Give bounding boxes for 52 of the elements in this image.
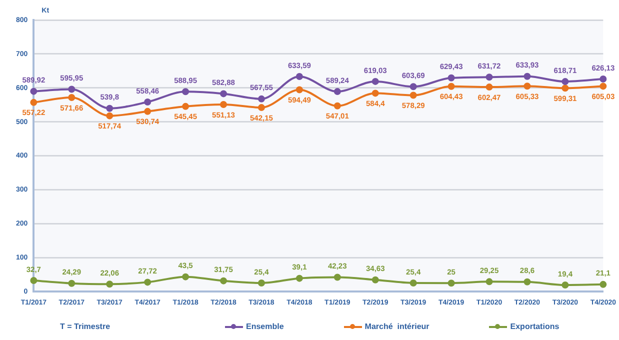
point xyxy=(68,86,76,93)
point xyxy=(334,88,341,96)
point xyxy=(106,280,114,288)
point xyxy=(30,88,38,95)
point xyxy=(144,108,152,115)
point xyxy=(562,78,569,86)
point xyxy=(600,280,607,288)
point xyxy=(220,100,228,108)
point xyxy=(448,74,455,82)
point xyxy=(334,102,341,110)
point xyxy=(296,86,303,94)
point xyxy=(182,273,190,280)
point xyxy=(258,104,265,112)
point xyxy=(144,278,152,286)
point xyxy=(220,90,228,98)
point xyxy=(68,280,76,287)
point xyxy=(372,90,379,97)
point xyxy=(410,92,417,99)
point xyxy=(486,84,493,91)
legend-label: Ensemble xyxy=(246,322,284,331)
point xyxy=(334,274,341,281)
point xyxy=(106,112,114,120)
point xyxy=(372,276,379,284)
legend-label: Marché intérieur xyxy=(364,322,430,331)
point xyxy=(144,98,152,106)
point xyxy=(524,278,531,286)
point xyxy=(106,104,114,112)
point xyxy=(600,76,607,83)
point xyxy=(524,72,531,80)
point xyxy=(296,72,303,80)
point xyxy=(30,98,38,106)
point xyxy=(448,280,455,287)
point xyxy=(486,278,493,286)
point xyxy=(258,95,265,102)
point xyxy=(448,82,455,90)
point xyxy=(372,78,379,85)
point xyxy=(410,279,417,286)
point xyxy=(524,82,531,90)
point xyxy=(182,102,190,110)
point xyxy=(410,83,417,90)
point xyxy=(30,277,38,284)
legend-label: Exportations xyxy=(510,322,560,331)
point xyxy=(562,282,569,289)
text: T = Trimestre xyxy=(60,322,110,331)
point xyxy=(182,88,190,96)
point xyxy=(258,279,265,286)
point xyxy=(220,277,228,284)
point xyxy=(600,82,607,90)
point xyxy=(562,84,569,92)
point xyxy=(296,274,303,282)
point xyxy=(68,94,76,102)
point xyxy=(486,74,493,81)
